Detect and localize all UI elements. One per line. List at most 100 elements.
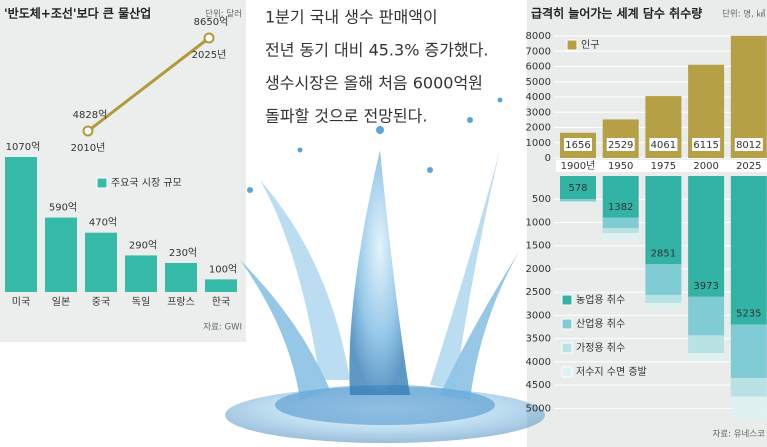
bar: [688, 176, 725, 297]
x-tick-label: 2025: [736, 161, 761, 172]
legend-swatch: [566, 39, 578, 51]
value-label: 590억: [49, 202, 77, 214]
bar: [602, 217, 639, 229]
headline-line: 생수시장은 올해 처음 6000억원: [265, 74, 483, 93]
legend-label: 산업용 취수: [576, 317, 625, 330]
value-label: 230억: [169, 247, 197, 259]
bar: [560, 201, 596, 203]
category-strip: [556, 160, 767, 172]
label-box: [606, 138, 635, 151]
bar: [730, 35, 767, 158]
x-tick-label: 중국: [92, 296, 110, 308]
y-tick-label: 4000: [526, 357, 551, 368]
point: [82, 125, 94, 137]
x-label: 2010년: [71, 142, 106, 154]
bar: [688, 353, 725, 361]
value-label: 4828억: [73, 109, 108, 121]
value-label: 470억: [89, 217, 117, 229]
y-tick-label: 5000: [526, 77, 551, 88]
bar: [645, 264, 682, 295]
bar: [5, 157, 37, 292]
bar: [560, 199, 596, 202]
x-label: 2025년: [192, 49, 227, 61]
value-label: 6115: [693, 140, 718, 151]
label-box: [564, 138, 592, 151]
value-label: 1656: [565, 140, 590, 151]
label-box: [734, 138, 763, 151]
y-tick-label: 0: [545, 153, 551, 164]
bar: [85, 232, 117, 292]
y-tick-label: 2000: [526, 123, 551, 134]
y-tick-label: 5000: [526, 403, 551, 414]
bar: [645, 303, 682, 309]
y-tick-label: 6000: [526, 62, 551, 73]
legend-swatch: [561, 342, 573, 354]
y-tick-label: 2500: [526, 287, 551, 298]
water-splash: [225, 97, 545, 443]
y-tick-label: 2000: [526, 264, 551, 275]
source: 자료: 유네스코: [713, 430, 766, 440]
legend-swatch: [561, 294, 573, 306]
left-unit: 단위: 달러: [205, 9, 242, 20]
y-tick-label: 3000: [526, 310, 551, 321]
bar: [688, 335, 725, 354]
value-label: 4061: [651, 140, 676, 151]
bar: [688, 296, 725, 336]
y-tick-label: 1500: [526, 241, 551, 252]
bar: [560, 176, 596, 200]
right-title: 급격히 늘어가는 세계 담수 취수량: [531, 6, 702, 21]
x-tick-label: 1900년: [561, 160, 596, 172]
y-tick-label: 3000: [526, 107, 551, 118]
legend-label: 저수지 수면 증발: [576, 366, 647, 378]
headline-line: 전년 동기 대비 45.3% 증가했다.: [265, 41, 488, 60]
y-tick-label: 7000: [526, 46, 551, 57]
value-label: 1070억: [6, 141, 41, 153]
x-tick-label: 미국: [12, 296, 30, 308]
bar: [602, 233, 639, 241]
y-tick-label: 1000: [526, 138, 551, 149]
x-tick-label: 2000: [693, 161, 718, 172]
label-box: [692, 138, 721, 151]
total-label: 578: [568, 183, 587, 194]
total-label: 2851: [651, 248, 676, 259]
bar: [205, 279, 237, 292]
value-label: 8012: [736, 140, 761, 151]
x-tick-label: 일본: [52, 296, 70, 308]
x-tick-label: 1975: [651, 161, 676, 172]
bar: [730, 324, 767, 379]
bar: [730, 176, 767, 325]
value-label: 100억: [209, 263, 237, 275]
bar: [645, 176, 682, 265]
source: 자료: GWI: [203, 323, 242, 333]
legend-label: 주요국 시장 규모: [111, 177, 182, 189]
bar: [560, 202, 596, 203]
right-unit: 단위: 명, ㎦: [722, 9, 765, 20]
left-title: '반도체+조선'보다 큰 물산업: [4, 6, 151, 21]
legend-swatch: [561, 366, 573, 378]
total-label: 3973: [693, 281, 718, 292]
y-tick-label: 4000: [526, 92, 551, 103]
line: [87, 36, 210, 133]
total-label: 5235: [736, 309, 761, 320]
legend-label: 인구: [581, 39, 599, 51]
x-tick-label: 1950: [608, 161, 633, 172]
value-label: 2529: [608, 140, 633, 151]
bar: [125, 255, 157, 292]
y-tick-label: 1000: [526, 217, 551, 228]
x-tick-label: 독일: [132, 296, 150, 308]
legend-label: 가정용 취수: [576, 342, 625, 354]
y-tick-label: 500: [532, 194, 551, 205]
legend-label: 농업용 취수: [576, 293, 625, 306]
y-tick-label: 4500: [526, 380, 551, 391]
bar: [645, 294, 682, 304]
point: [203, 32, 215, 44]
bar: [730, 378, 767, 397]
headline-line: 돌파할 것으로 전망된다.: [265, 107, 427, 126]
x-tick-label: 한국: [212, 296, 230, 308]
y-tick-label: 8000: [526, 31, 551, 42]
bar: [165, 262, 197, 292]
bar: [730, 396, 767, 420]
x-tick-label: 프랑스: [167, 296, 195, 308]
